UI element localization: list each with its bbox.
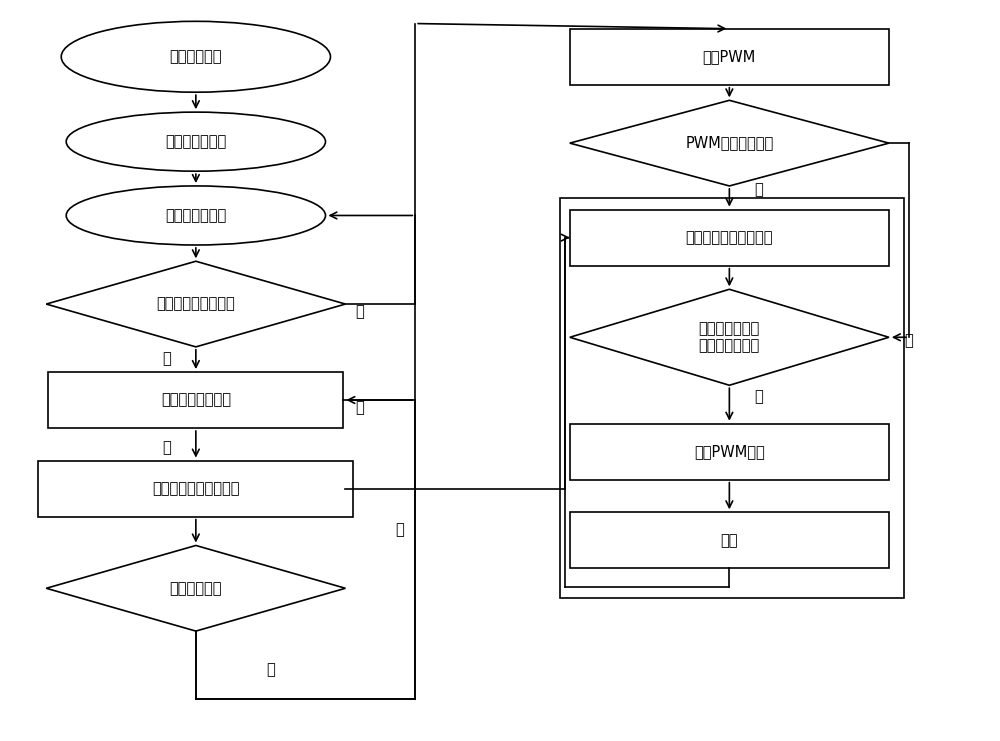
- Text: 获取车轮转速和加速度: 获取车轮转速和加速度: [686, 230, 773, 245]
- Bar: [48, 372, 343, 428]
- Text: 当前加速度是否
小于预期加速度: 当前加速度是否 小于预期加速度: [699, 321, 760, 353]
- Text: 否: 否: [162, 351, 171, 366]
- Text: 是否有过流保护信号: 是否有过流保护信号: [156, 296, 235, 311]
- Bar: [38, 461, 353, 516]
- Text: 是: 是: [162, 440, 171, 456]
- Text: PWM是否输出正常: PWM是否输出正常: [685, 136, 773, 150]
- Text: 加速踏板是否踩下: 加速踏板是否踩下: [161, 393, 231, 408]
- Text: 是: 是: [754, 182, 763, 197]
- Text: 否: 否: [904, 333, 913, 348]
- Bar: [570, 210, 889, 266]
- Bar: [560, 199, 904, 598]
- Text: 获取车轮转速和加速度: 获取车轮转速和加速度: [152, 481, 240, 496]
- Text: 否: 否: [266, 662, 275, 677]
- Text: 节能模式开启: 节能模式开启: [170, 49, 222, 64]
- Text: 启动PWM: 启动PWM: [703, 49, 756, 64]
- Text: 设置各端口控制: 设置各端口控制: [165, 134, 226, 149]
- Text: 判断是否翻车: 判断是否翻车: [170, 581, 222, 596]
- Text: 延时: 延时: [721, 533, 738, 548]
- Bar: [570, 512, 889, 568]
- Text: 设置各端口状态: 设置各端口状态: [165, 208, 226, 223]
- Text: 调节PWM信号: 调节PWM信号: [694, 444, 765, 459]
- Text: 是: 是: [754, 390, 763, 405]
- Text: 是: 是: [355, 304, 364, 319]
- Bar: [570, 424, 889, 479]
- Bar: [570, 29, 889, 84]
- Text: 否: 否: [355, 400, 364, 415]
- Text: 是: 是: [395, 522, 404, 536]
